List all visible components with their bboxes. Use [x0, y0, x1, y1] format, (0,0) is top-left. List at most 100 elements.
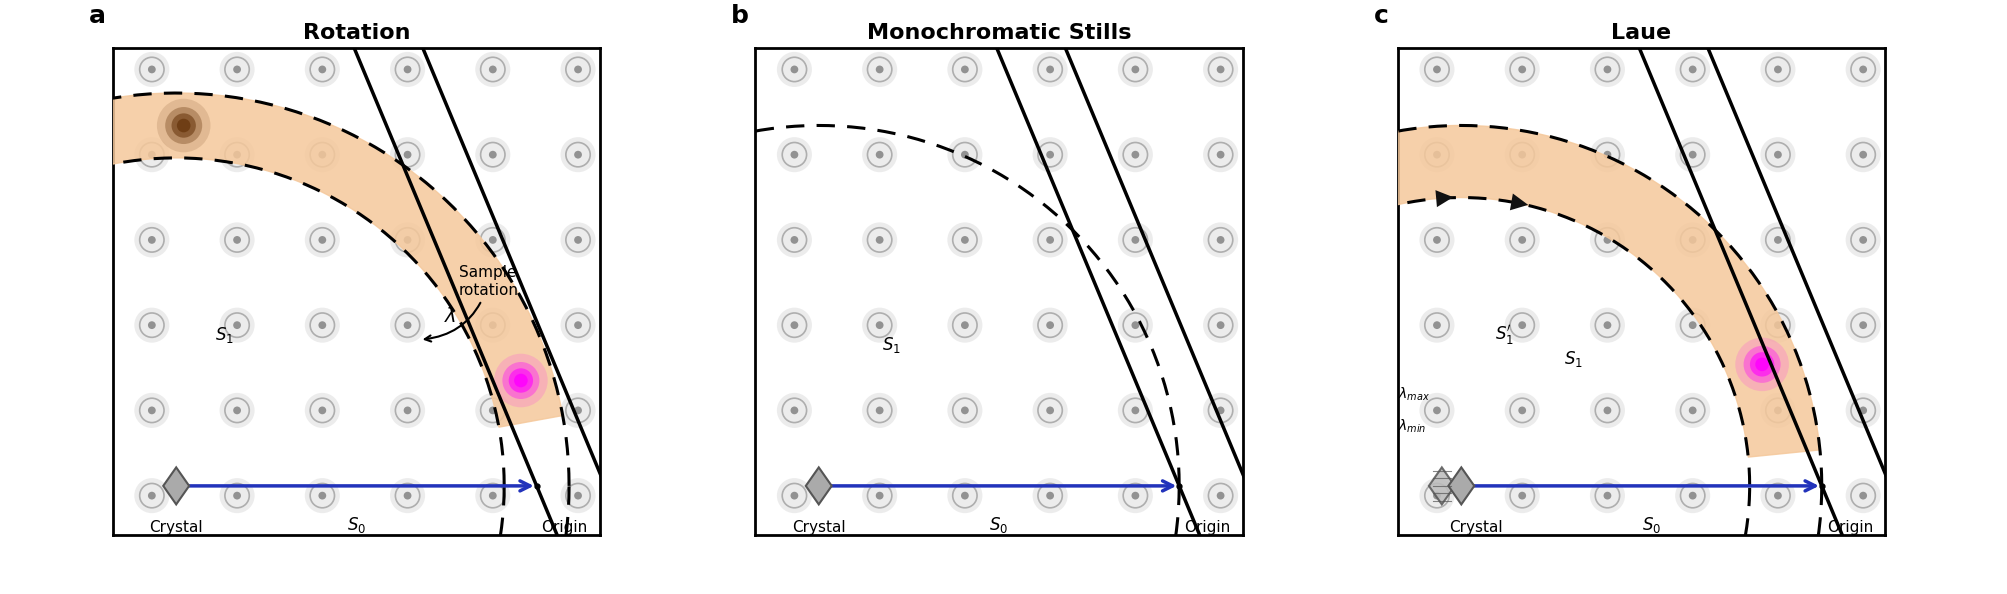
Circle shape [777, 478, 811, 513]
Circle shape [1032, 52, 1068, 87]
Circle shape [1433, 321, 1441, 329]
Circle shape [476, 478, 510, 513]
Circle shape [476, 137, 510, 172]
Circle shape [1748, 352, 1774, 377]
Circle shape [149, 65, 157, 73]
Circle shape [233, 492, 241, 500]
Circle shape [1772, 321, 1780, 329]
Circle shape [177, 119, 191, 132]
Circle shape [134, 393, 169, 428]
Polygon shape [163, 467, 189, 504]
Circle shape [1604, 65, 1610, 73]
Circle shape [1202, 222, 1238, 257]
Circle shape [1590, 393, 1624, 428]
Title: Laue: Laue [1612, 23, 1670, 43]
Circle shape [1760, 222, 1794, 257]
Circle shape [1858, 492, 1867, 500]
Circle shape [1216, 406, 1224, 414]
Circle shape [1674, 222, 1710, 257]
Circle shape [1433, 492, 1441, 500]
Circle shape [1164, 278, 1218, 332]
Circle shape [1503, 478, 1539, 513]
Circle shape [1604, 406, 1610, 414]
Circle shape [149, 492, 157, 500]
Circle shape [233, 151, 241, 159]
Circle shape [560, 52, 596, 87]
Circle shape [134, 137, 169, 172]
Circle shape [1858, 151, 1867, 159]
Circle shape [482, 298, 518, 335]
Circle shape [1202, 137, 1238, 172]
Circle shape [219, 478, 255, 513]
Circle shape [134, 222, 169, 257]
Circle shape [1734, 337, 1788, 391]
Circle shape [1754, 358, 1768, 371]
Circle shape [961, 406, 967, 414]
Text: $S_1$: $S_1$ [1563, 349, 1582, 369]
Circle shape [1216, 321, 1224, 329]
Circle shape [1433, 406, 1441, 414]
Text: b: b [731, 4, 749, 28]
Circle shape [574, 151, 582, 159]
Circle shape [233, 406, 241, 414]
Circle shape [791, 236, 799, 244]
Circle shape [961, 151, 967, 159]
Circle shape [1046, 406, 1054, 414]
Circle shape [70, 132, 84, 146]
Circle shape [1419, 308, 1453, 343]
Circle shape [149, 406, 157, 414]
Polygon shape [1429, 467, 1453, 504]
Circle shape [502, 362, 540, 399]
Circle shape [1046, 151, 1054, 159]
Circle shape [64, 127, 88, 151]
Circle shape [1517, 65, 1525, 73]
Circle shape [403, 151, 411, 159]
Circle shape [1858, 236, 1867, 244]
Circle shape [157, 99, 211, 152]
Circle shape [574, 236, 582, 244]
Circle shape [219, 52, 255, 87]
Circle shape [947, 137, 981, 172]
Circle shape [1760, 308, 1794, 343]
Circle shape [580, 203, 594, 217]
Circle shape [1844, 308, 1881, 343]
Circle shape [305, 52, 339, 87]
Circle shape [1517, 406, 1525, 414]
Circle shape [560, 137, 596, 172]
Circle shape [1844, 393, 1881, 428]
Circle shape [1130, 406, 1138, 414]
Circle shape [574, 321, 582, 329]
Circle shape [1046, 65, 1054, 73]
Circle shape [1674, 478, 1710, 513]
Circle shape [1517, 321, 1525, 329]
Circle shape [1772, 65, 1780, 73]
Circle shape [488, 305, 512, 329]
Circle shape [488, 406, 496, 414]
Circle shape [1858, 65, 1867, 73]
Circle shape [1844, 52, 1881, 87]
Circle shape [1517, 151, 1525, 159]
Circle shape [134, 308, 169, 343]
Circle shape [1230, 207, 1284, 260]
Circle shape [1517, 492, 1525, 500]
Circle shape [875, 492, 883, 500]
Circle shape [1503, 393, 1539, 428]
Circle shape [791, 406, 799, 414]
Text: $\lambda_{max}$: $\lambda_{max}$ [1397, 386, 1429, 403]
Circle shape [560, 478, 596, 513]
Circle shape [1046, 492, 1054, 500]
Circle shape [574, 198, 598, 222]
Circle shape [1216, 236, 1224, 244]
Text: Crystal: Crystal [1449, 520, 1501, 535]
Circle shape [134, 478, 169, 513]
Circle shape [233, 65, 241, 73]
Circle shape [1844, 137, 1881, 172]
Circle shape [875, 65, 883, 73]
Text: $\lambda$: $\lambda$ [444, 307, 456, 326]
Text: Origin: Origin [1826, 520, 1873, 535]
Circle shape [233, 236, 241, 244]
Circle shape [58, 121, 94, 158]
Circle shape [1760, 478, 1794, 513]
Circle shape [1688, 321, 1696, 329]
Circle shape [149, 236, 157, 244]
